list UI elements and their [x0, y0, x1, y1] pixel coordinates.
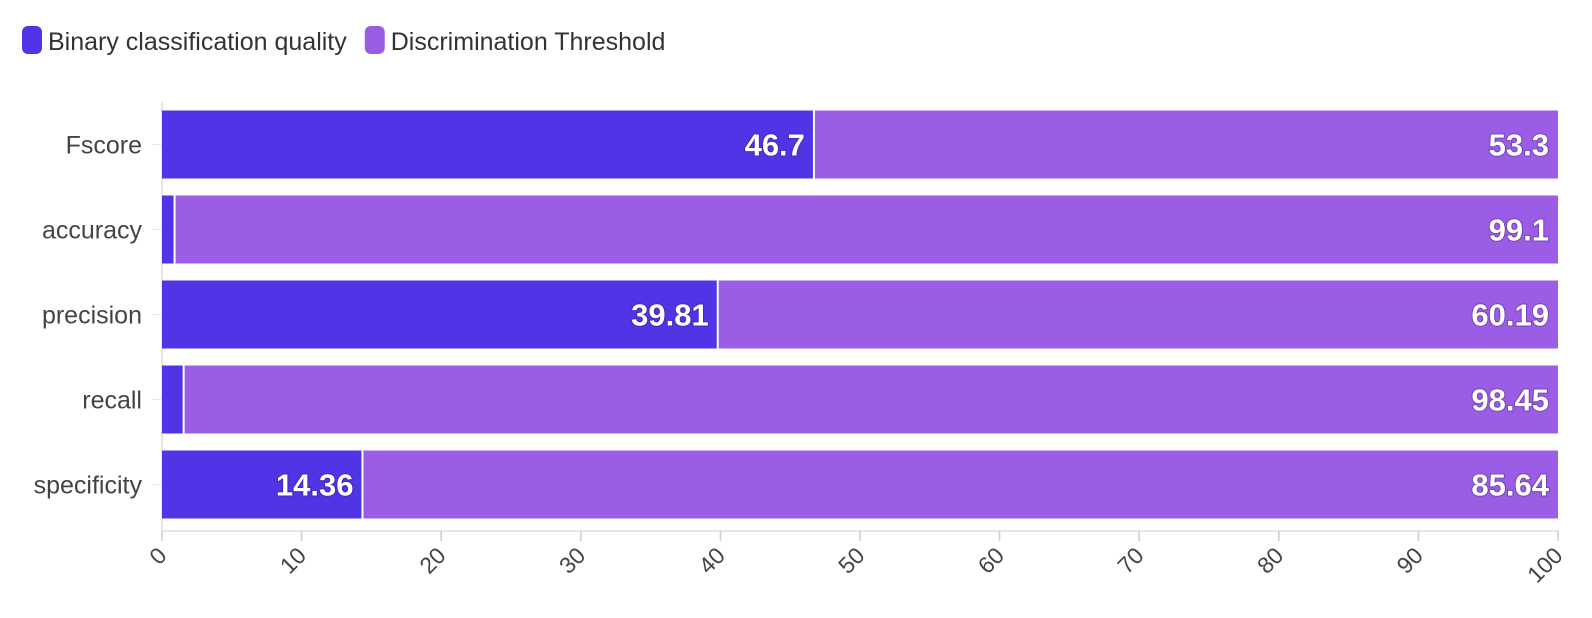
bar-precision-series-0[interactable] — [162, 280, 718, 349]
data-label: 99.1 — [1489, 213, 1549, 248]
bar-recall-series-0[interactable] — [162, 365, 184, 434]
bar-accuracy-series-0[interactable] — [162, 195, 175, 264]
category-label: accuracy — [42, 217, 143, 245]
x-tick-label: 20 — [414, 542, 450, 578]
bar-specificity-series-1[interactable] — [362, 450, 1559, 519]
legend-label-0[interactable]: Binary classification quality — [48, 28, 347, 56]
x-tick-label: 80 — [1252, 542, 1288, 578]
category-label: precision — [42, 302, 142, 330]
data-label: 46.7 — [745, 128, 805, 163]
bar-specificity-series-0[interactable] — [162, 450, 363, 519]
bar-accuracy-series-1[interactable] — [174, 195, 1559, 264]
x-tick-label: 100 — [1522, 542, 1568, 588]
category-label: Fscore — [66, 132, 142, 160]
x-tick-label: 40 — [693, 542, 729, 578]
legend-swatch-0[interactable] — [22, 26, 42, 54]
data-label: 98.45 — [1471, 383, 1549, 418]
x-tick-label: 0 — [144, 542, 171, 569]
category-label: recall — [82, 387, 142, 415]
legend-label-1[interactable]: Discrimination Threshold — [391, 28, 666, 56]
data-label: 60.19 — [1471, 298, 1549, 333]
data-label: 39.81 — [631, 298, 709, 333]
x-tick-label: 90 — [1391, 542, 1427, 578]
x-tick-label: 60 — [973, 542, 1009, 578]
category-label: specificity — [34, 472, 143, 500]
bar-precision-series-1[interactable] — [717, 280, 1558, 349]
x-tick-label: 70 — [1112, 542, 1148, 578]
x-tick-label: 30 — [554, 542, 590, 578]
legend-swatch-1[interactable] — [364, 26, 385, 54]
bar-fscore-series-0[interactable] — [162, 110, 814, 179]
bar-fscore-series-1[interactable] — [813, 110, 1558, 179]
data-label: 85.64 — [1471, 468, 1549, 503]
x-tick-label: 50 — [833, 542, 869, 578]
x-tick-label: 10 — [275, 542, 311, 578]
data-label: 53.3 — [1489, 128, 1549, 163]
data-label: 14.36 — [276, 468, 354, 503]
bar-recall-series-1[interactable] — [183, 365, 1559, 434]
